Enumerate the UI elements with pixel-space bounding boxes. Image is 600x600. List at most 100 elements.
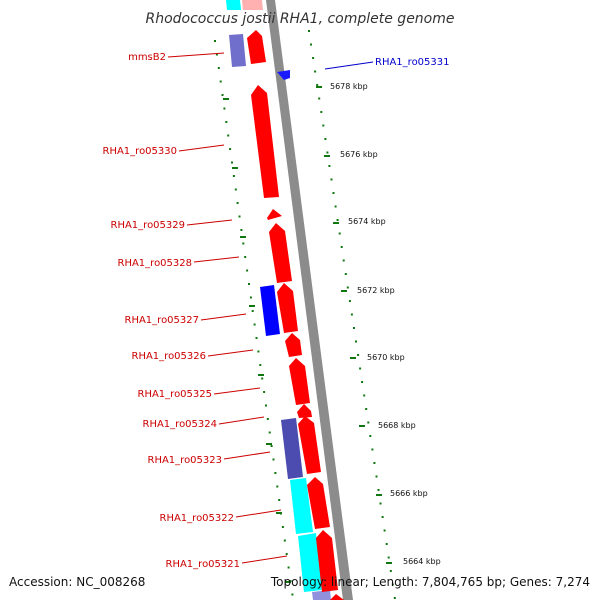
forward-gene-arrow bbox=[307, 477, 330, 529]
scale-dot bbox=[332, 192, 335, 194]
scale-dot bbox=[355, 340, 357, 343]
gene-label[interactable]: RHA1_ro05321 bbox=[166, 559, 241, 570]
scale-dot bbox=[359, 367, 362, 370]
scale-dot bbox=[238, 215, 241, 218]
kbp-scale: 5678 kbp 5676 kbp 5674 kbp 5672 kbp 5670… bbox=[316, 82, 441, 566]
scale-dot bbox=[312, 57, 315, 59]
kbp-label: 5670 kbp bbox=[367, 353, 405, 362]
scale-dot bbox=[346, 286, 349, 289]
genome-summary-text: Topology: linear; Length: 7,804,765 bp; … bbox=[270, 575, 590, 589]
scale-dot bbox=[353, 327, 355, 329]
scale-dot bbox=[217, 67, 220, 69]
scale-dot bbox=[225, 121, 228, 123]
forward-gene-arrow bbox=[247, 30, 266, 64]
scale-dot bbox=[334, 205, 337, 208]
gene-label[interactable]: RHA1_ro05322 bbox=[160, 513, 235, 524]
scale-dot bbox=[318, 97, 321, 100]
scale-dot bbox=[236, 202, 239, 204]
scale-dot bbox=[231, 161, 233, 164]
gene-labels: mmsB2 RHA1_ro05331 RHA1_ro05330 RHA1_ro0… bbox=[103, 52, 450, 570]
scale-dot bbox=[291, 593, 294, 596]
leader-line bbox=[193, 256, 240, 263]
leader-line bbox=[241, 555, 288, 564]
forward-gene-arrow bbox=[269, 223, 292, 283]
scale-dot bbox=[338, 232, 341, 235]
scale-dot bbox=[221, 94, 224, 96]
scale-dot bbox=[385, 543, 388, 545]
purple-feature bbox=[229, 34, 246, 67]
kbp-label: 5672 kbp bbox=[357, 286, 395, 295]
gene-label[interactable]: RHA1_ro05326 bbox=[132, 351, 207, 362]
kbp-label: 5678 kbp bbox=[330, 82, 368, 91]
gene-label[interactable]: RHA1_ro05323 bbox=[148, 455, 223, 466]
reverse-gene-arrow bbox=[260, 285, 280, 336]
gene-label[interactable]: RHA1_ro05330 bbox=[103, 146, 178, 157]
scale-dot bbox=[371, 448, 374, 451]
gene-label[interactable]: RHA1_ro05324 bbox=[143, 419, 218, 430]
leader-line bbox=[200, 313, 247, 321]
scale-dot bbox=[263, 391, 266, 393]
scale-dot bbox=[383, 529, 386, 532]
gene-label[interactable]: RHA1_ro05328 bbox=[118, 258, 193, 269]
scale-dot bbox=[253, 323, 256, 326]
scale-dot bbox=[270, 445, 273, 447]
scale-dot bbox=[393, 597, 396, 599]
scale-dot bbox=[272, 458, 275, 461]
kbp-tick bbox=[316, 86, 322, 88]
kbp-tick bbox=[359, 425, 365, 427]
forward-gene-group bbox=[247, 30, 344, 600]
cyan-feature bbox=[226, 0, 241, 10]
kbp-label: 5674 kbp bbox=[348, 217, 386, 226]
scale-dot bbox=[281, 526, 284, 528]
scale-dot bbox=[316, 84, 319, 86]
kbp-tick bbox=[376, 494, 382, 496]
scale-dot bbox=[278, 499, 281, 501]
scale-dot bbox=[314, 70, 317, 73]
leader-line bbox=[213, 387, 261, 395]
gene-label[interactable]: RHA1_ro05329 bbox=[111, 220, 186, 231]
scale-dot bbox=[330, 178, 333, 181]
scale-dot bbox=[377, 489, 380, 491]
scale-dot bbox=[336, 219, 339, 221]
map-title: Rhodococcus jostii RHA1, complete genome bbox=[145, 11, 454, 27]
scale-dot bbox=[265, 404, 267, 407]
forward-gene-arrow bbox=[330, 594, 344, 600]
leader-line bbox=[167, 52, 225, 58]
cyan-feature bbox=[290, 478, 313, 534]
scale-dot bbox=[350, 313, 353, 316]
scale-dot bbox=[365, 408, 368, 410]
gene-label[interactable]: RHA1_ro05331 bbox=[375, 57, 450, 68]
pink-feature bbox=[242, 0, 263, 10]
scale-dot bbox=[322, 124, 325, 127]
scale-dot bbox=[259, 364, 262, 366]
kbp-label: 5668 kbp bbox=[378, 421, 416, 430]
scale-dot bbox=[219, 80, 222, 83]
forward-gene-arrow bbox=[251, 85, 279, 198]
scale-dot bbox=[389, 570, 392, 572]
scale-dot bbox=[363, 394, 366, 397]
gene-label[interactable]: RHA1_ro05327 bbox=[125, 315, 200, 326]
genome-backbone bbox=[266, 0, 353, 600]
scale-dot bbox=[391, 583, 394, 586]
gene-label[interactable]: RHA1_ro05325 bbox=[138, 389, 213, 400]
scale-dot bbox=[232, 175, 235, 177]
scale-dot bbox=[328, 165, 331, 167]
scale-dot bbox=[248, 283, 250, 285]
scale-dot bbox=[283, 539, 286, 542]
scale-dot bbox=[310, 43, 312, 46]
scale-dot bbox=[229, 148, 232, 150]
scale-dot bbox=[249, 296, 252, 299]
purple-feature bbox=[281, 418, 303, 479]
accession-text: Accession: NC_008268 bbox=[9, 575, 145, 589]
gene-label[interactable]: mmsB2 bbox=[128, 52, 166, 63]
scale-dot bbox=[326, 151, 329, 154]
scale-dot bbox=[373, 462, 376, 464]
scale-dot bbox=[375, 475, 378, 478]
forward-gene-arrow bbox=[298, 416, 321, 474]
forward-gene-arrow bbox=[297, 404, 312, 418]
scale-dot bbox=[215, 53, 218, 56]
forward-gene-arrow bbox=[267, 209, 282, 220]
scale-dot bbox=[357, 354, 360, 356]
